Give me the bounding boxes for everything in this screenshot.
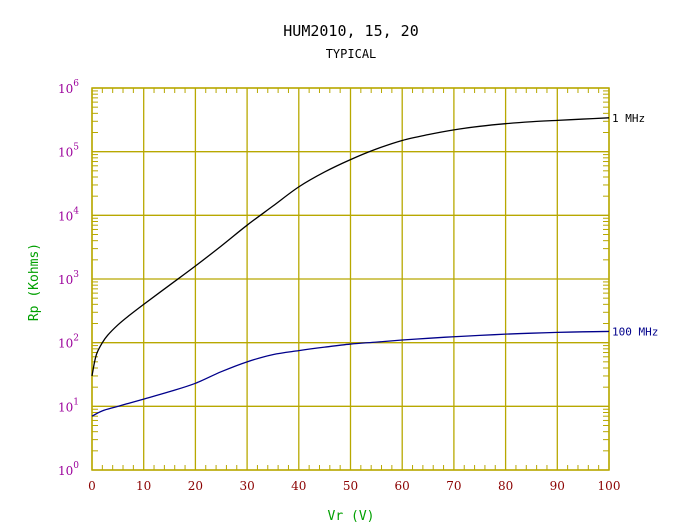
series-line-1 — [91, 330, 610, 417]
chart-title: HUM2010, 15, 20 — [283, 22, 418, 40]
x-tick-label: 100 — [598, 479, 621, 493]
y-tick-label: 103 — [58, 270, 79, 287]
x-tick-label: 70 — [446, 479, 461, 493]
x-tick-label: 80 — [498, 479, 513, 493]
y-tick-exponent: 2 — [73, 334, 79, 344]
y-tick-exponent: 5 — [73, 143, 79, 153]
x-tick-label: 30 — [239, 479, 254, 493]
x-tick-label: 10 — [136, 479, 151, 493]
y-tick-base: 10 — [58, 464, 73, 478]
x-tick-label: 90 — [550, 479, 565, 493]
y-tick-label: 102 — [58, 334, 79, 351]
y-tick-base: 10 — [58, 209, 73, 223]
y-tick-base: 10 — [58, 273, 73, 287]
y-tick-exponent: 0 — [73, 461, 79, 471]
x-tick-label: 60 — [395, 479, 410, 493]
x-tick-label: 0 — [88, 479, 96, 493]
chart-subtitle: TYPICAL — [326, 47, 377, 61]
series-label-0: 1 MHz — [612, 112, 645, 125]
y-tick-base: 10 — [58, 400, 73, 414]
y-tick-label: 105 — [58, 143, 79, 160]
y-tick-base: 10 — [58, 82, 73, 96]
y-tick-label: 100 — [58, 461, 79, 478]
y-tick-exponent: 6 — [73, 79, 79, 89]
x-tick-label: 50 — [343, 479, 358, 493]
y-tick-exponent: 4 — [73, 206, 79, 216]
y-tick-base: 10 — [58, 337, 73, 351]
y-tick-base: 10 — [58, 146, 73, 160]
series-label-1: 100 MHz — [612, 325, 658, 338]
y-tick-label: 101 — [58, 397, 79, 414]
y-tick-exponent: 1 — [73, 397, 79, 407]
x-axis-title: Vr (V) — [328, 509, 375, 524]
plot-frame — [91, 87, 610, 471]
y-tick-exponent: 3 — [73, 270, 79, 280]
x-tick-label: 20 — [188, 479, 203, 493]
plot-area: 0 10 20 30 40 50 60 70 80 90 100100101102103104105… — [58, 79, 658, 493]
y-axis-title: Rp (Kohms) — [27, 243, 42, 321]
y-tick-label: 104 — [58, 206, 79, 223]
y-tick-label: 106 — [58, 79, 79, 96]
series-line-0 — [91, 117, 610, 377]
x-tick-label: 40 — [291, 479, 306, 493]
